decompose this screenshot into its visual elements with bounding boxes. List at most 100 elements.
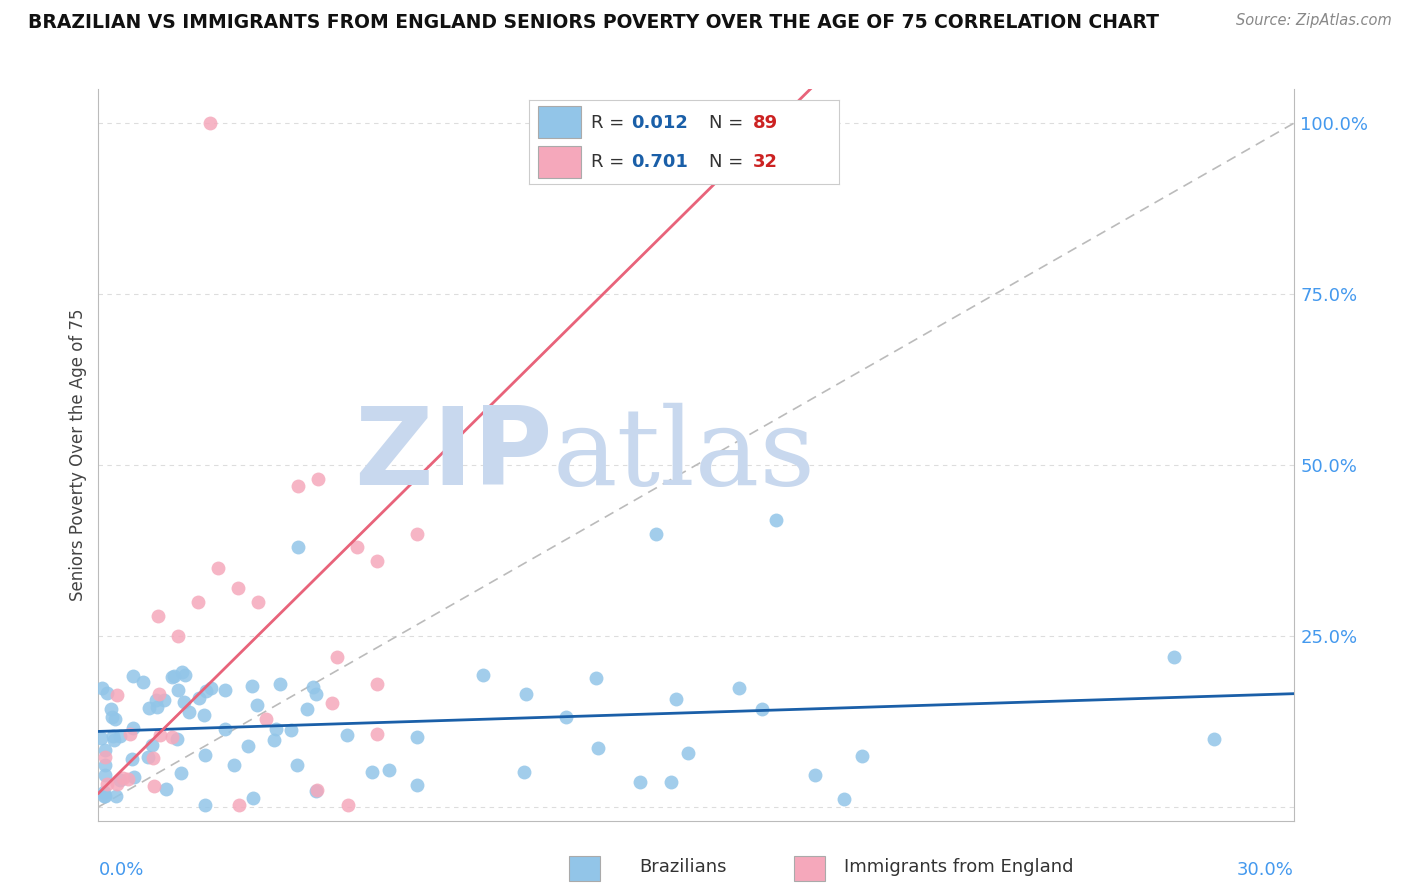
Text: Brazilians: Brazilians: [640, 858, 727, 876]
Point: [96, 776, 118, 790]
Point: [103, 733, 125, 747]
Text: 30.0%: 30.0%: [1237, 861, 1294, 879]
Point: [214, 722, 236, 736]
Text: BRAZILIAN VS IMMIGRANTS FROM ENGLAND SENIORS POVERTY OVER THE AGE OF 75 CORRELAT: BRAZILIAN VS IMMIGRANTS FROM ENGLAND SEN…: [28, 13, 1159, 32]
Point: [187, 595, 209, 609]
Point: [751, 702, 773, 716]
Point: [166, 731, 188, 746]
Point: [136, 750, 159, 764]
Point: [406, 730, 429, 744]
Point: [145, 693, 167, 707]
Point: [264, 722, 287, 736]
Point: [105, 777, 128, 791]
Point: [173, 695, 195, 709]
Point: [406, 778, 429, 792]
Text: Source: ZipAtlas.com: Source: ZipAtlas.com: [1236, 13, 1392, 29]
Point: [804, 768, 827, 782]
Point: [406, 526, 429, 541]
Text: atlas: atlas: [553, 402, 815, 508]
Point: [160, 730, 183, 744]
Point: [366, 677, 388, 691]
Point: [173, 668, 195, 682]
Point: [302, 681, 325, 695]
Point: [280, 723, 302, 737]
Point: [148, 687, 170, 701]
Point: [305, 687, 328, 701]
Point: [94, 789, 117, 803]
Point: [285, 757, 308, 772]
Point: [326, 649, 349, 664]
Point: [200, 681, 222, 695]
Point: [94, 749, 117, 764]
Text: 0.0%: 0.0%: [98, 861, 143, 879]
Point: [94, 757, 117, 772]
Point: [207, 560, 229, 574]
Point: [149, 728, 172, 742]
Point: [1163, 649, 1185, 664]
Point: [93, 789, 115, 803]
Point: [513, 764, 536, 779]
Point: [765, 513, 787, 527]
Point: [336, 798, 359, 813]
Point: [246, 595, 269, 609]
Point: [142, 779, 165, 793]
Point: [131, 674, 153, 689]
Point: [851, 749, 873, 764]
Point: [222, 757, 245, 772]
Point: [1202, 731, 1225, 746]
Point: [336, 728, 359, 742]
Point: [254, 712, 277, 726]
Point: [242, 679, 264, 693]
Point: [169, 766, 191, 780]
Text: ZIP: ZIP: [354, 402, 553, 508]
Point: [728, 681, 751, 695]
Point: [628, 775, 651, 789]
Point: [515, 687, 537, 701]
Point: [104, 789, 127, 803]
Point: [93, 785, 115, 799]
Point: [121, 668, 143, 682]
Point: [287, 540, 309, 554]
Point: [93, 767, 115, 781]
Point: [586, 741, 609, 756]
Point: [121, 752, 143, 766]
Point: [194, 797, 217, 812]
Point: [153, 692, 176, 706]
Point: [148, 608, 170, 623]
Point: [366, 554, 388, 568]
Point: [287, 478, 309, 492]
Point: [676, 746, 699, 760]
Point: [193, 707, 215, 722]
Point: [214, 682, 236, 697]
Point: [96, 686, 118, 700]
Point: [228, 798, 250, 813]
Point: [167, 682, 190, 697]
Point: [377, 763, 399, 777]
Point: [110, 730, 132, 744]
Point: [269, 677, 291, 691]
Point: [160, 670, 183, 684]
Point: [305, 783, 328, 797]
Point: [177, 705, 200, 719]
Point: [366, 727, 388, 741]
Point: [118, 727, 141, 741]
Point: [155, 782, 177, 797]
Point: [117, 772, 139, 786]
Point: [138, 700, 160, 714]
Text: Immigrants from England: Immigrants from England: [844, 858, 1073, 876]
Point: [105, 688, 128, 702]
Point: [108, 772, 131, 787]
Point: [170, 665, 193, 679]
Point: [226, 581, 249, 595]
Point: [346, 540, 368, 554]
Point: [242, 791, 264, 805]
Point: [122, 770, 145, 784]
Point: [122, 721, 145, 735]
Point: [263, 732, 285, 747]
Point: [194, 684, 217, 698]
Point: [101, 709, 124, 723]
Point: [665, 692, 688, 706]
Point: [297, 702, 319, 716]
Point: [645, 526, 668, 541]
Point: [167, 629, 190, 643]
